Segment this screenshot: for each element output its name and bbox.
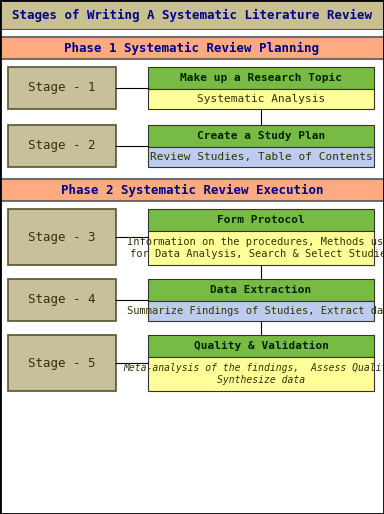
Bar (148, 67, 374, 89)
Text: Stage - 2: Stage - 2 (28, 139, 96, 153)
Bar (148, 89, 374, 109)
Bar (8, 279, 116, 321)
Text: Systematic Analysis: Systematic Analysis (197, 94, 325, 104)
Text: Summarize Findings of Studies, Extract data: Summarize Findings of Studies, Extract d… (127, 306, 384, 316)
Text: Phase 2 Systematic Review Execution: Phase 2 Systematic Review Execution (61, 183, 323, 196)
Bar (148, 147, 374, 167)
Bar (8, 335, 116, 391)
Text: Stage - 3: Stage - 3 (28, 230, 96, 244)
Bar (8, 125, 116, 167)
Text: Form Protocol: Form Protocol (217, 215, 305, 225)
Bar (148, 301, 374, 321)
Bar (148, 335, 374, 357)
Text: Quality & Validation: Quality & Validation (194, 341, 328, 351)
Bar (0, 37, 384, 59)
Text: Data Extraction: Data Extraction (210, 285, 312, 295)
Text: Make up a Research Topic: Make up a Research Topic (180, 73, 342, 83)
Bar (0, 179, 384, 201)
Bar (148, 231, 374, 265)
Text: Stages of Writing A Systematic Literature Review: Stages of Writing A Systematic Literatur… (12, 8, 372, 22)
Text: Meta-analysis of the findings,  Assess Quality,
Synthesize data: Meta-analysis of the findings, Assess Qu… (123, 363, 384, 385)
Bar (0, 30, 384, 37)
Text: Information on the procedures, Methods used
for Data Analysis, Search & Select S: Information on the procedures, Methods u… (127, 237, 384, 259)
Bar (8, 67, 116, 109)
Text: Stage - 4: Stage - 4 (28, 293, 96, 306)
Text: Phase 1 Systematic Review Planning: Phase 1 Systematic Review Planning (65, 42, 319, 54)
Bar (148, 209, 374, 231)
Bar (148, 279, 374, 301)
Text: Review Studies, Table of Contents: Review Studies, Table of Contents (150, 152, 372, 162)
Text: Stage - 5: Stage - 5 (28, 357, 96, 370)
Text: Stage - 1: Stage - 1 (28, 82, 96, 95)
Bar (148, 357, 374, 391)
Bar (0, 0, 384, 30)
Text: Create a Study Plan: Create a Study Plan (197, 131, 325, 141)
Bar (8, 209, 116, 265)
Bar (148, 125, 374, 147)
